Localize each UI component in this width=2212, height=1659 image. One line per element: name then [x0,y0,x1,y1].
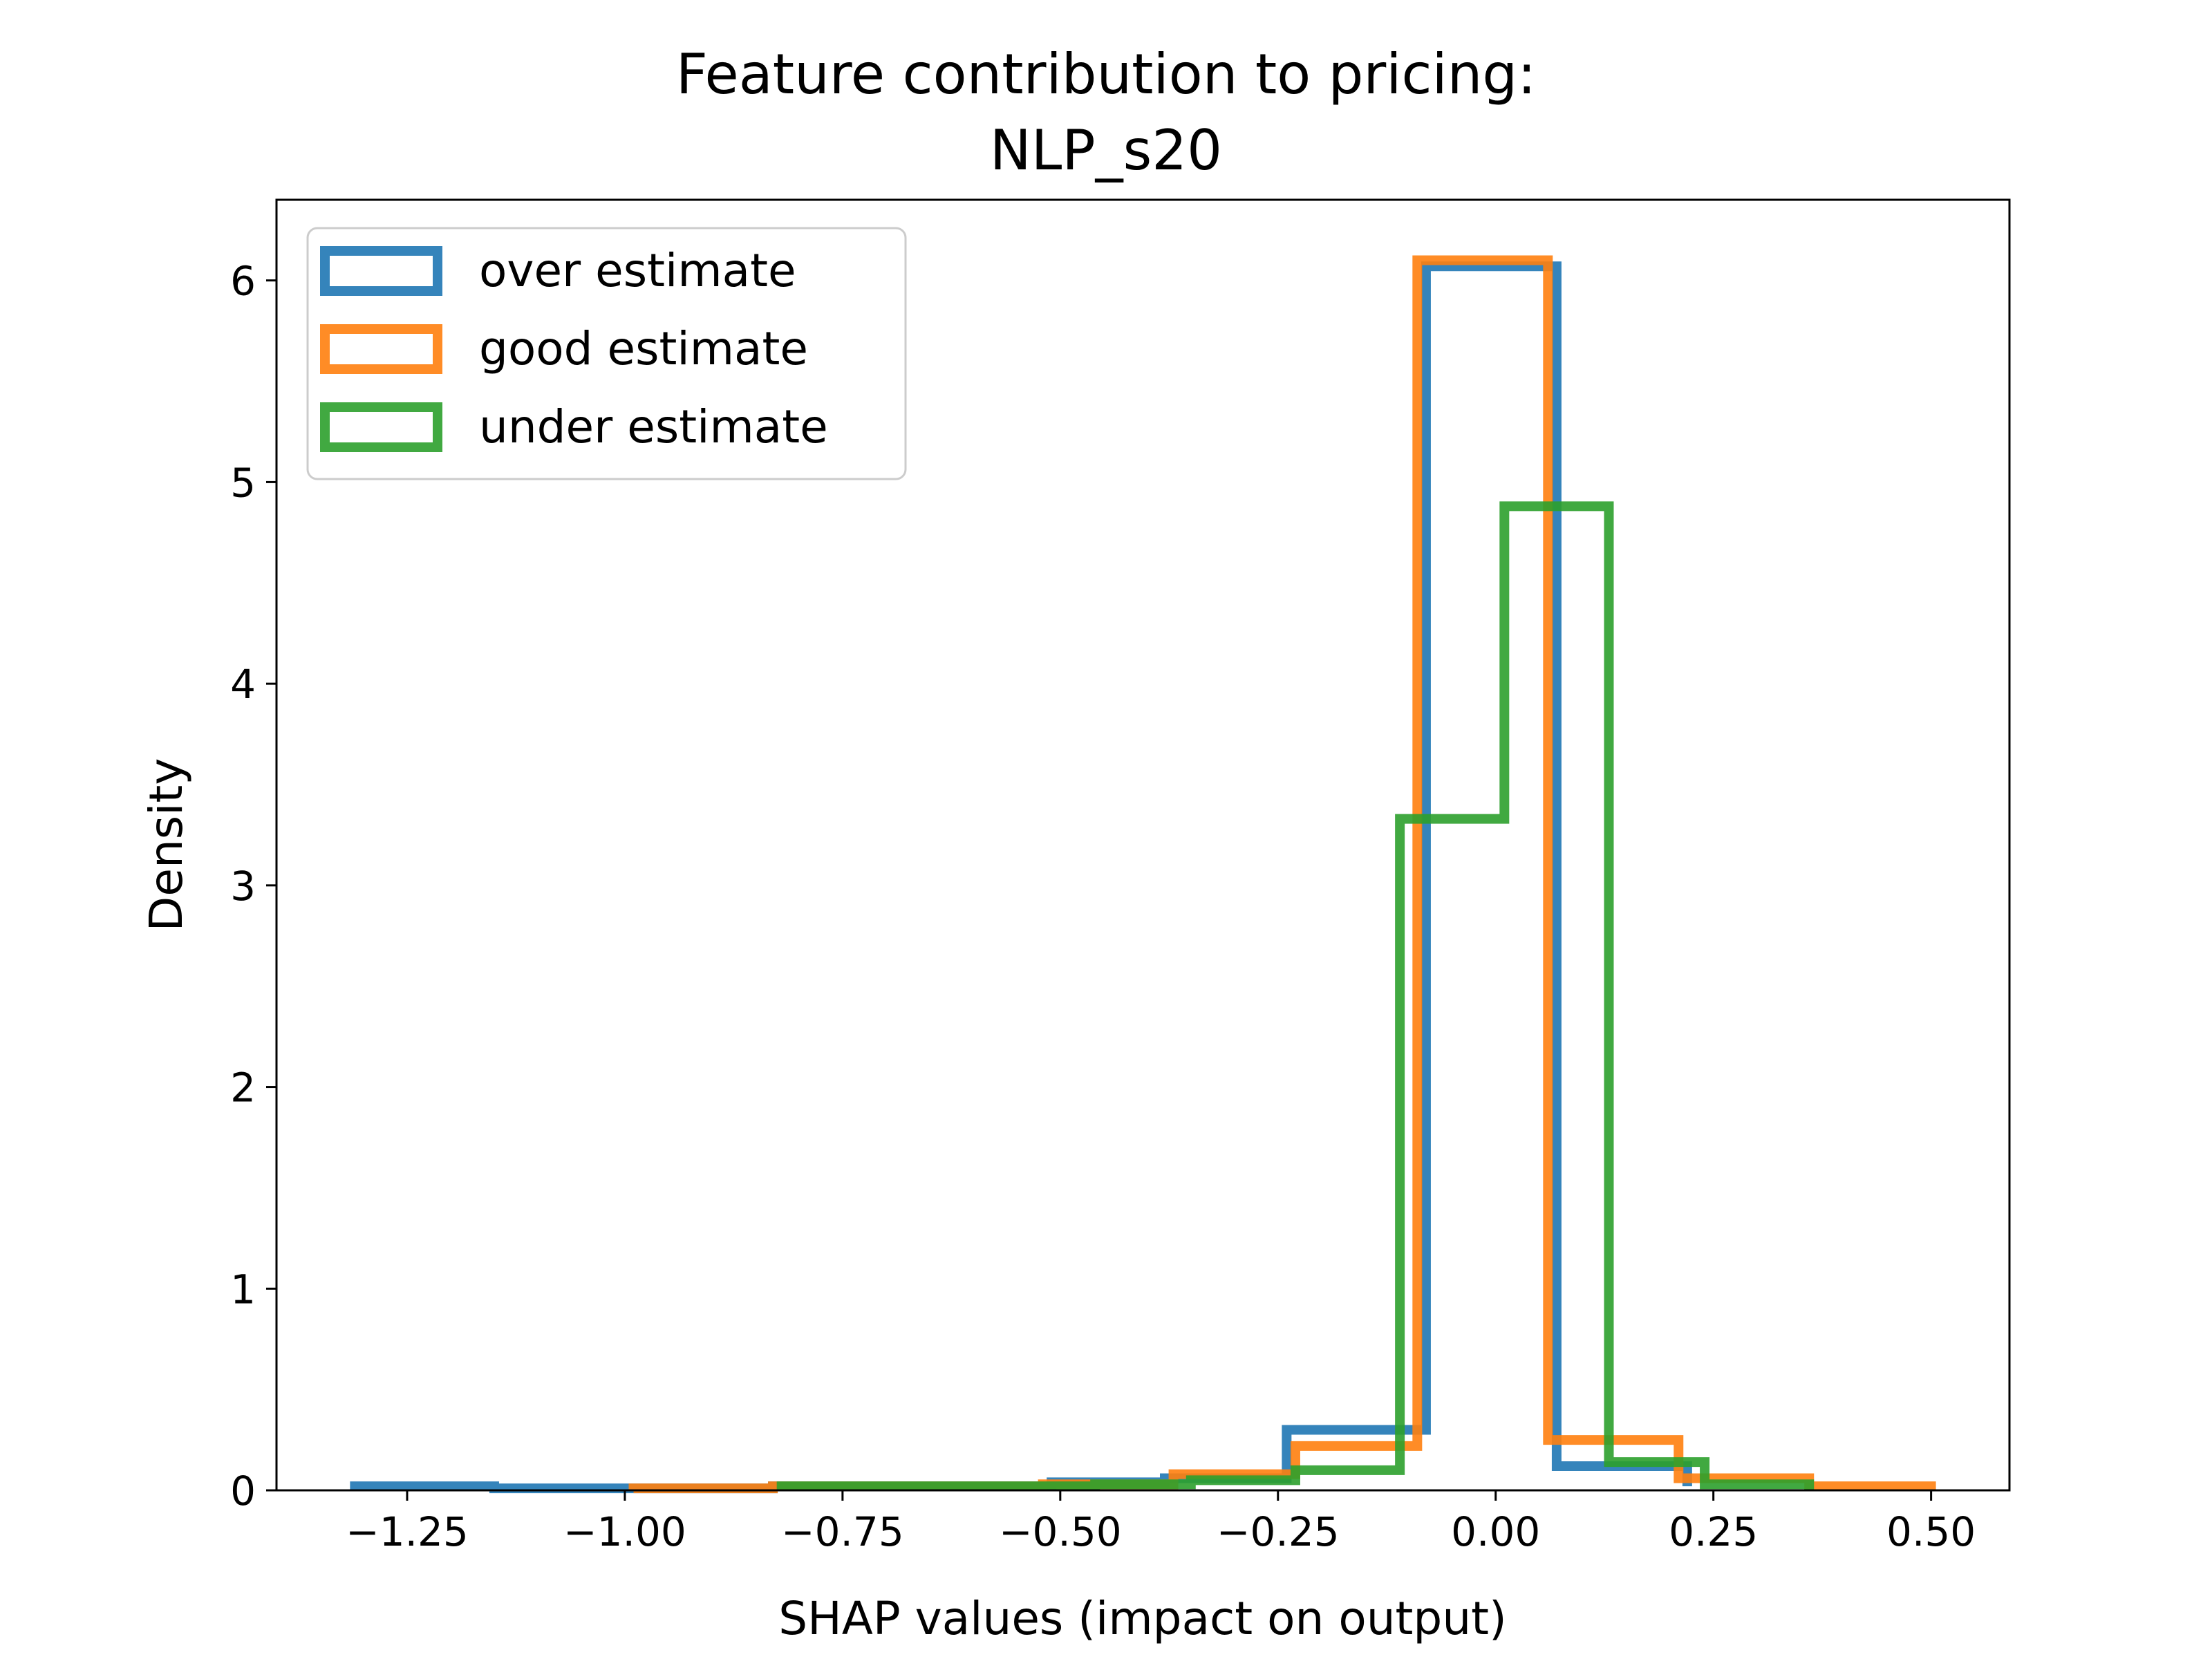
legend: over estimate good estimate under estima… [306,227,907,480]
legend-box [306,227,907,480]
y-axis-label: Density [140,758,193,932]
x-tick-label: −1.00 [563,1508,686,1555]
y-tick-label: 2 [230,1065,256,1112]
x-axis: −1.25 −1.00 −0.75 −0.50 −0.25 0.00 0.25 0.50 [346,1490,1976,1555]
y-tick-label: 3 [230,863,256,910]
x-axis-label: SHAP values (impact on output) [778,1592,1507,1645]
y-axis: 0 1 2 3 4 5 6 [230,258,276,1515]
series-layer [350,255,1936,1494]
x-tick-label: 0.25 [1669,1508,1758,1555]
y-tick-label: 5 [230,459,256,506]
legend-label-under-estimate: under estimate [479,400,828,453]
histogram-bin [1609,1462,1705,1490]
legend-label-good-estimate: good estimate [479,322,808,375]
histogram-outline-under-estimate [776,501,1815,1492]
y-tick-label: 6 [230,258,256,305]
legend-label-over-estimate: over estimate [479,244,796,297]
plot-frame [275,198,2011,1492]
chart-subtitle: NLP_s20 [990,118,1222,182]
chart-title: Feature contribution to pricing: [676,42,1536,106]
y-tick-label: 1 [230,1266,256,1313]
y-tick-label: 0 [230,1468,256,1515]
x-tick-label: −0.25 [1217,1508,1340,1555]
series-under-estimate [776,501,1815,1492]
x-tick-label: −1.25 [346,1508,469,1555]
x-tick-label: −0.50 [999,1508,1122,1555]
histogram-bin [1295,1470,1400,1490]
histogram-bin [1191,1480,1295,1490]
histogram-bin [1400,819,1504,1490]
x-tick-label: 0.50 [1886,1508,1976,1555]
x-tick-label: −0.75 [781,1508,904,1555]
histogram-bin [1504,506,1609,1490]
legend-swatch-over-estimate [320,246,442,296]
x-tick-label: 0.00 [1451,1508,1540,1555]
legend-swatch-good-estimate [320,324,442,374]
y-tick-label: 4 [230,661,256,708]
legend-swatch-under-estimate [320,402,442,452]
